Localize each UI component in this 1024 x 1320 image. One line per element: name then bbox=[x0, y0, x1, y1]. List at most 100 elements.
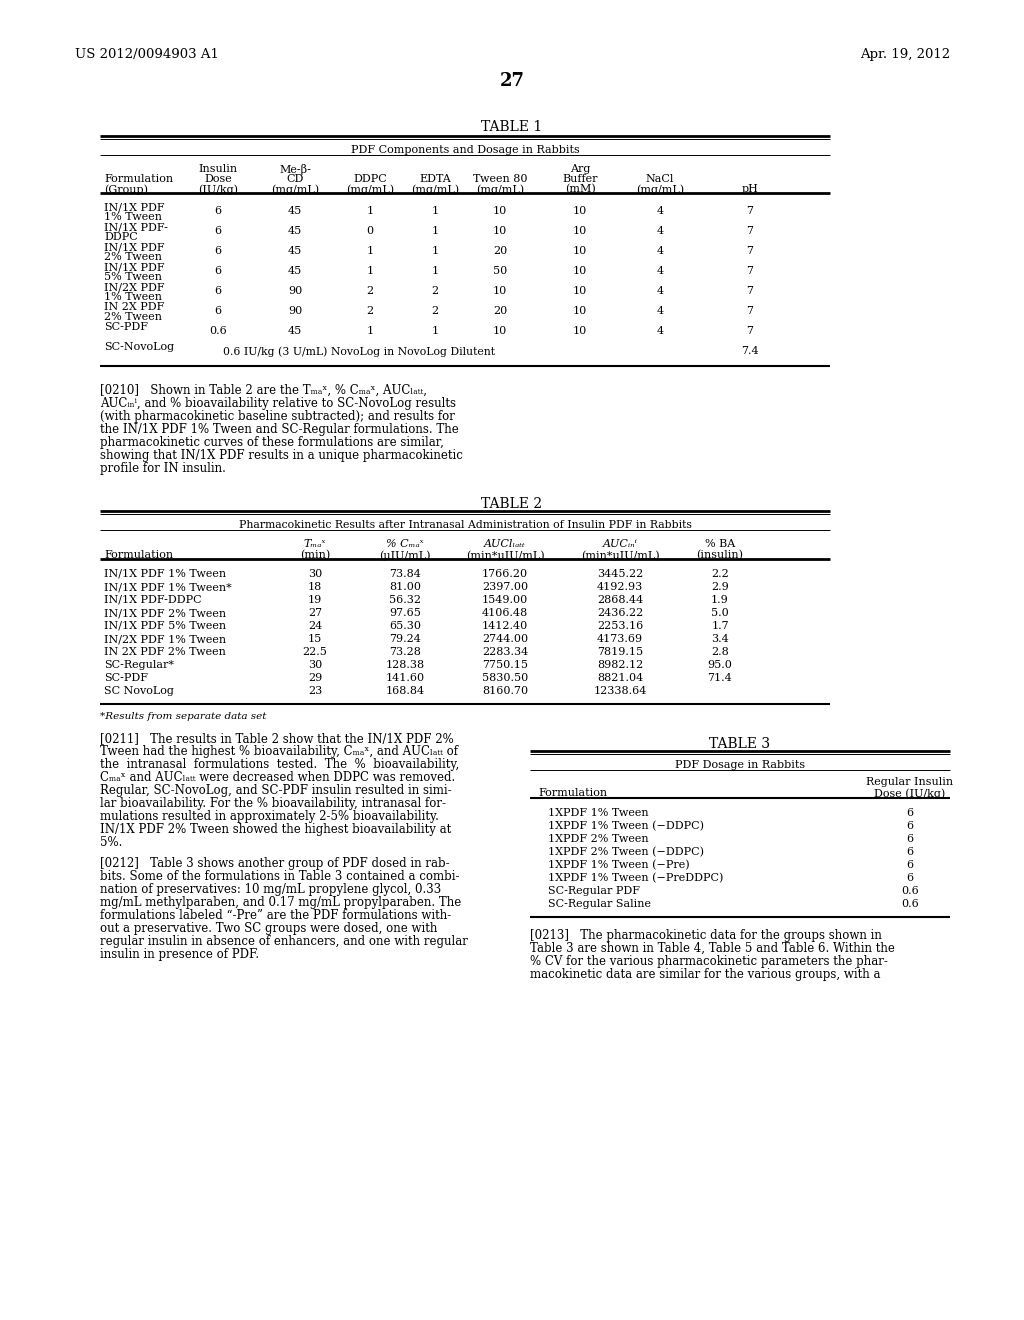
Text: 45: 45 bbox=[288, 226, 302, 236]
Text: Regular, SC-NovoLog, and SC-PDF insulin resulted in simi-: Regular, SC-NovoLog, and SC-PDF insulin … bbox=[100, 784, 452, 797]
Text: (with pharmacokinetic baseline subtracted); and results for: (with pharmacokinetic baseline subtracte… bbox=[100, 411, 455, 422]
Text: 4: 4 bbox=[656, 246, 664, 256]
Text: (min): (min) bbox=[300, 550, 330, 560]
Text: 2: 2 bbox=[431, 286, 438, 296]
Text: AUCᵢₙⁱ, and % bioavailability relative to SC-NovoLog results: AUCᵢₙⁱ, and % bioavailability relative t… bbox=[100, 397, 456, 411]
Text: 65.30: 65.30 bbox=[389, 620, 421, 631]
Text: *Results from separate data set: *Results from separate data set bbox=[100, 711, 266, 721]
Text: 1: 1 bbox=[431, 267, 438, 276]
Text: 4106.48: 4106.48 bbox=[482, 609, 528, 618]
Text: 1.9: 1.9 bbox=[711, 595, 729, 605]
Text: 4: 4 bbox=[656, 267, 664, 276]
Text: 10: 10 bbox=[493, 326, 507, 337]
Text: IN/1X PDF 1% Tween*: IN/1X PDF 1% Tween* bbox=[104, 582, 231, 591]
Text: 7: 7 bbox=[746, 286, 754, 296]
Text: 2: 2 bbox=[367, 286, 374, 296]
Text: 10: 10 bbox=[572, 226, 587, 236]
Text: (mg/mL): (mg/mL) bbox=[476, 183, 524, 194]
Text: [0212]   Table 3 shows another group of PDF dosed in rab-: [0212] Table 3 shows another group of PD… bbox=[100, 857, 450, 870]
Text: 1: 1 bbox=[431, 326, 438, 337]
Text: (μIU/mL): (μIU/mL) bbox=[379, 550, 431, 561]
Text: 2397.00: 2397.00 bbox=[482, 582, 528, 591]
Text: 0.6 IU/kg (3 U/mL) NovoLog in NovoLog Dilutent: 0.6 IU/kg (3 U/mL) NovoLog in NovoLog Di… bbox=[223, 346, 495, 356]
Text: (mg/mL): (mg/mL) bbox=[636, 183, 684, 194]
Text: US 2012/0094903 A1: US 2012/0094903 A1 bbox=[75, 48, 219, 61]
Text: 1: 1 bbox=[367, 267, 374, 276]
Text: % Cₘₐˣ: % Cₘₐˣ bbox=[386, 539, 424, 549]
Text: 2: 2 bbox=[431, 306, 438, 315]
Text: profile for IN insulin.: profile for IN insulin. bbox=[100, 462, 226, 475]
Text: pH: pH bbox=[741, 183, 759, 194]
Text: IN/1X PDF: IN/1X PDF bbox=[104, 202, 165, 213]
Text: IN 2X PDF: IN 2X PDF bbox=[104, 302, 165, 312]
Text: Regular Insulin: Regular Insulin bbox=[866, 777, 953, 787]
Text: 45: 45 bbox=[288, 326, 302, 337]
Text: 1549.00: 1549.00 bbox=[482, 595, 528, 605]
Text: 22.5: 22.5 bbox=[302, 647, 328, 657]
Text: 7: 7 bbox=[746, 246, 754, 256]
Text: nation of preservatives: 10 mg/mL propylene glycol, 0.33: nation of preservatives: 10 mg/mL propyl… bbox=[100, 883, 441, 896]
Text: 81.00: 81.00 bbox=[389, 582, 421, 591]
Text: 6: 6 bbox=[906, 834, 913, 843]
Text: 6: 6 bbox=[214, 267, 221, 276]
Text: (IU/kg): (IU/kg) bbox=[198, 183, 238, 194]
Text: macokinetic data are similar for the various groups, with a: macokinetic data are similar for the var… bbox=[530, 968, 881, 981]
Text: IN 2X PDF 2% Tween: IN 2X PDF 2% Tween bbox=[104, 647, 226, 657]
Text: 4: 4 bbox=[656, 226, 664, 236]
Text: IN/2X PDF: IN/2X PDF bbox=[104, 282, 165, 292]
Text: 6: 6 bbox=[906, 808, 913, 818]
Text: 4: 4 bbox=[656, 206, 664, 216]
Text: Apr. 19, 2012: Apr. 19, 2012 bbox=[860, 48, 950, 61]
Text: 73.28: 73.28 bbox=[389, 647, 421, 657]
Text: 6: 6 bbox=[906, 861, 913, 870]
Text: 45: 45 bbox=[288, 246, 302, 256]
Text: SC-Regular*: SC-Regular* bbox=[104, 660, 174, 671]
Text: 2868.44: 2868.44 bbox=[597, 595, 643, 605]
Text: 90: 90 bbox=[288, 286, 302, 296]
Text: CD: CD bbox=[287, 174, 304, 183]
Text: 10: 10 bbox=[572, 306, 587, 315]
Text: 10: 10 bbox=[572, 326, 587, 337]
Text: Dose: Dose bbox=[204, 174, 231, 183]
Text: 1412.40: 1412.40 bbox=[482, 620, 528, 631]
Text: IN/1X PDF-: IN/1X PDF- bbox=[104, 222, 168, 232]
Text: AUClₗₐₜₜ: AUClₗₐₜₜ bbox=[484, 539, 526, 549]
Text: 141.60: 141.60 bbox=[385, 673, 425, 682]
Text: 71.4: 71.4 bbox=[708, 673, 732, 682]
Text: 1: 1 bbox=[431, 226, 438, 236]
Text: 10: 10 bbox=[572, 267, 587, 276]
Text: 1.7: 1.7 bbox=[712, 620, 729, 631]
Text: 8160.70: 8160.70 bbox=[482, 686, 528, 696]
Text: 30: 30 bbox=[308, 569, 323, 579]
Text: Tween had the highest % bioavailability, Cₘₐˣ, and AUCₗₐₜₜ of: Tween had the highest % bioavailability,… bbox=[100, 744, 458, 758]
Text: 4192.93: 4192.93 bbox=[597, 582, 643, 591]
Text: 90: 90 bbox=[288, 306, 302, 315]
Text: mg/mL methylparaben, and 0.17 mg/mL propylparaben. The: mg/mL methylparaben, and 0.17 mg/mL prop… bbox=[100, 896, 461, 909]
Text: showing that IN/1X PDF results in a unique pharmacokinetic: showing that IN/1X PDF results in a uniq… bbox=[100, 449, 463, 462]
Text: 4: 4 bbox=[656, 286, 664, 296]
Text: (mg/mL): (mg/mL) bbox=[411, 183, 459, 194]
Text: 4: 4 bbox=[656, 326, 664, 337]
Text: 7819.15: 7819.15 bbox=[597, 647, 643, 657]
Text: 128.38: 128.38 bbox=[385, 660, 425, 671]
Text: SC-PDF: SC-PDF bbox=[104, 673, 148, 682]
Text: 168.84: 168.84 bbox=[385, 686, 425, 696]
Text: 79.24: 79.24 bbox=[389, 634, 421, 644]
Text: 1: 1 bbox=[367, 206, 374, 216]
Text: 20: 20 bbox=[493, 246, 507, 256]
Text: Me-β-: Me-β- bbox=[280, 164, 311, 176]
Text: 2.9: 2.9 bbox=[711, 582, 729, 591]
Text: (Group): (Group) bbox=[104, 183, 148, 194]
Text: 10: 10 bbox=[572, 286, 587, 296]
Text: DDPC: DDPC bbox=[104, 232, 138, 242]
Text: 19: 19 bbox=[308, 595, 323, 605]
Text: 1: 1 bbox=[431, 246, 438, 256]
Text: Dose (IU/kg): Dose (IU/kg) bbox=[874, 788, 945, 799]
Text: Formulation: Formulation bbox=[104, 550, 173, 560]
Text: DDPC: DDPC bbox=[353, 174, 387, 183]
Text: 6: 6 bbox=[214, 206, 221, 216]
Text: regular insulin in absence of enhancers, and one with regular: regular insulin in absence of enhancers,… bbox=[100, 935, 468, 948]
Text: IN/1X PDF: IN/1X PDF bbox=[104, 261, 165, 272]
Text: (mg/mL): (mg/mL) bbox=[346, 183, 394, 194]
Text: % BA: % BA bbox=[705, 539, 735, 549]
